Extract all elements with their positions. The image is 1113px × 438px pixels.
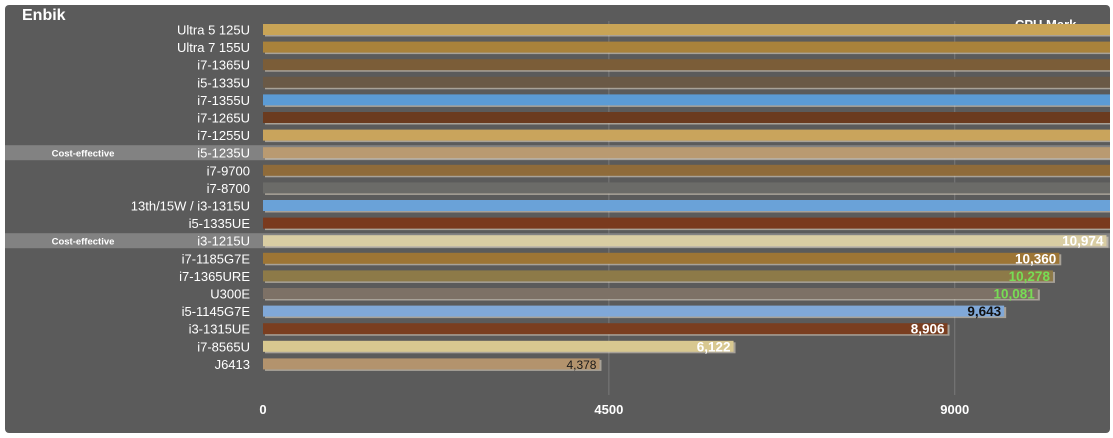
- bar: [263, 340, 734, 352]
- bar: [263, 59, 1110, 71]
- bar: [263, 323, 948, 335]
- category-label: 13th/15W / i3-1315U: [131, 199, 250, 214]
- bar: [263, 112, 1110, 123]
- bar: [263, 76, 1110, 88]
- x-tick-label: 4500: [594, 402, 623, 417]
- data-label: 6,122: [697, 339, 731, 354]
- bar: [263, 164, 1110, 176]
- category-label: Ultra 5 125U: [177, 23, 250, 38]
- x-tick-label: 9000: [940, 402, 969, 417]
- data-label: 10,974: [1062, 234, 1104, 249]
- category-label: i5-1335U: [197, 75, 250, 90]
- highlight-tag: Cost-effective: [52, 237, 115, 248]
- category-label: i7-1355U: [197, 93, 250, 108]
- bar: [263, 358, 600, 370]
- bar: [263, 94, 1110, 106]
- bar: [263, 305, 1005, 317]
- category-label: i5-1335UE: [189, 216, 251, 231]
- category-label: i3-1315UE: [189, 322, 251, 337]
- category-label: i3-1215U: [197, 234, 250, 249]
- bar: [263, 217, 1110, 229]
- bar: [263, 252, 1060, 264]
- category-label: i7-8700: [207, 181, 250, 196]
- category-label: Ultra 7 155U: [177, 40, 250, 55]
- category-label: i7-1255U: [197, 128, 250, 143]
- bar: [263, 24, 1110, 35]
- data-label: 9,643: [967, 304, 1001, 319]
- data-label: 10,278: [1009, 269, 1051, 284]
- highlight-tag: Cost-effective: [52, 149, 115, 160]
- bar: [263, 129, 1110, 141]
- category-label: U300E: [210, 287, 250, 302]
- category-label: i7-1185G7E: [182, 251, 251, 266]
- bar: [263, 41, 1110, 53]
- chart-panel: Enbik CPU Mark Ultra 5 125U17,810Ultra 7…: [5, 5, 1110, 433]
- category-label: i7-1365U: [197, 58, 250, 73]
- category-label: i5-1235U: [197, 146, 250, 161]
- bar-chart: Ultra 5 125U17,810Ultra 7 155U16,635i7-1…: [5, 21, 1110, 417]
- category-label: i7-1265U: [197, 111, 250, 126]
- data-label: 10,360: [1015, 251, 1056, 266]
- category-label: i7-9700: [207, 163, 250, 178]
- data-label: 10,081: [994, 287, 1036, 302]
- bar: [263, 147, 1110, 159]
- bar: [263, 200, 1110, 211]
- category-label: J6413: [215, 357, 250, 372]
- bar: [263, 288, 1038, 299]
- category-label: i5-1145G7E: [182, 304, 251, 319]
- x-tick-label: 0: [259, 402, 266, 417]
- bar: [263, 270, 1053, 282]
- brand-label: Enbik: [22, 7, 66, 24]
- bar: [263, 235, 1107, 247]
- data-label: 8,906: [911, 322, 945, 337]
- category-label: i7-1365URE: [179, 269, 250, 284]
- data-label: 4,378: [566, 358, 596, 372]
- category-label: i7-8565U: [197, 339, 250, 354]
- bar: [263, 182, 1110, 194]
